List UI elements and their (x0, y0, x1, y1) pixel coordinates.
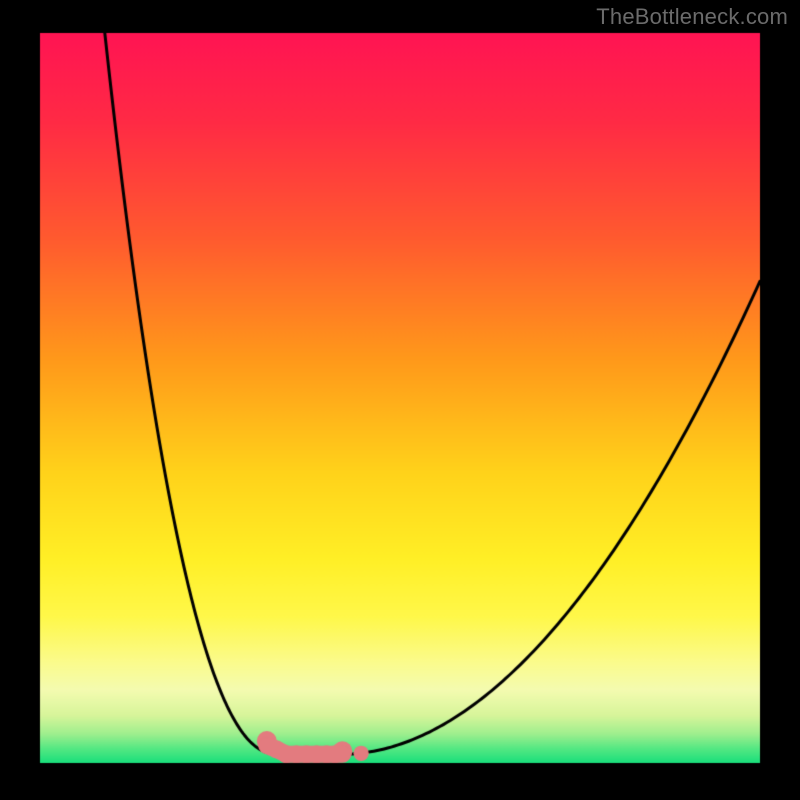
watermark-text: TheBottleneck.com (596, 4, 788, 30)
bottleneck-chart-canvas (0, 0, 800, 800)
chart-stage: TheBottleneck.com (0, 0, 800, 800)
